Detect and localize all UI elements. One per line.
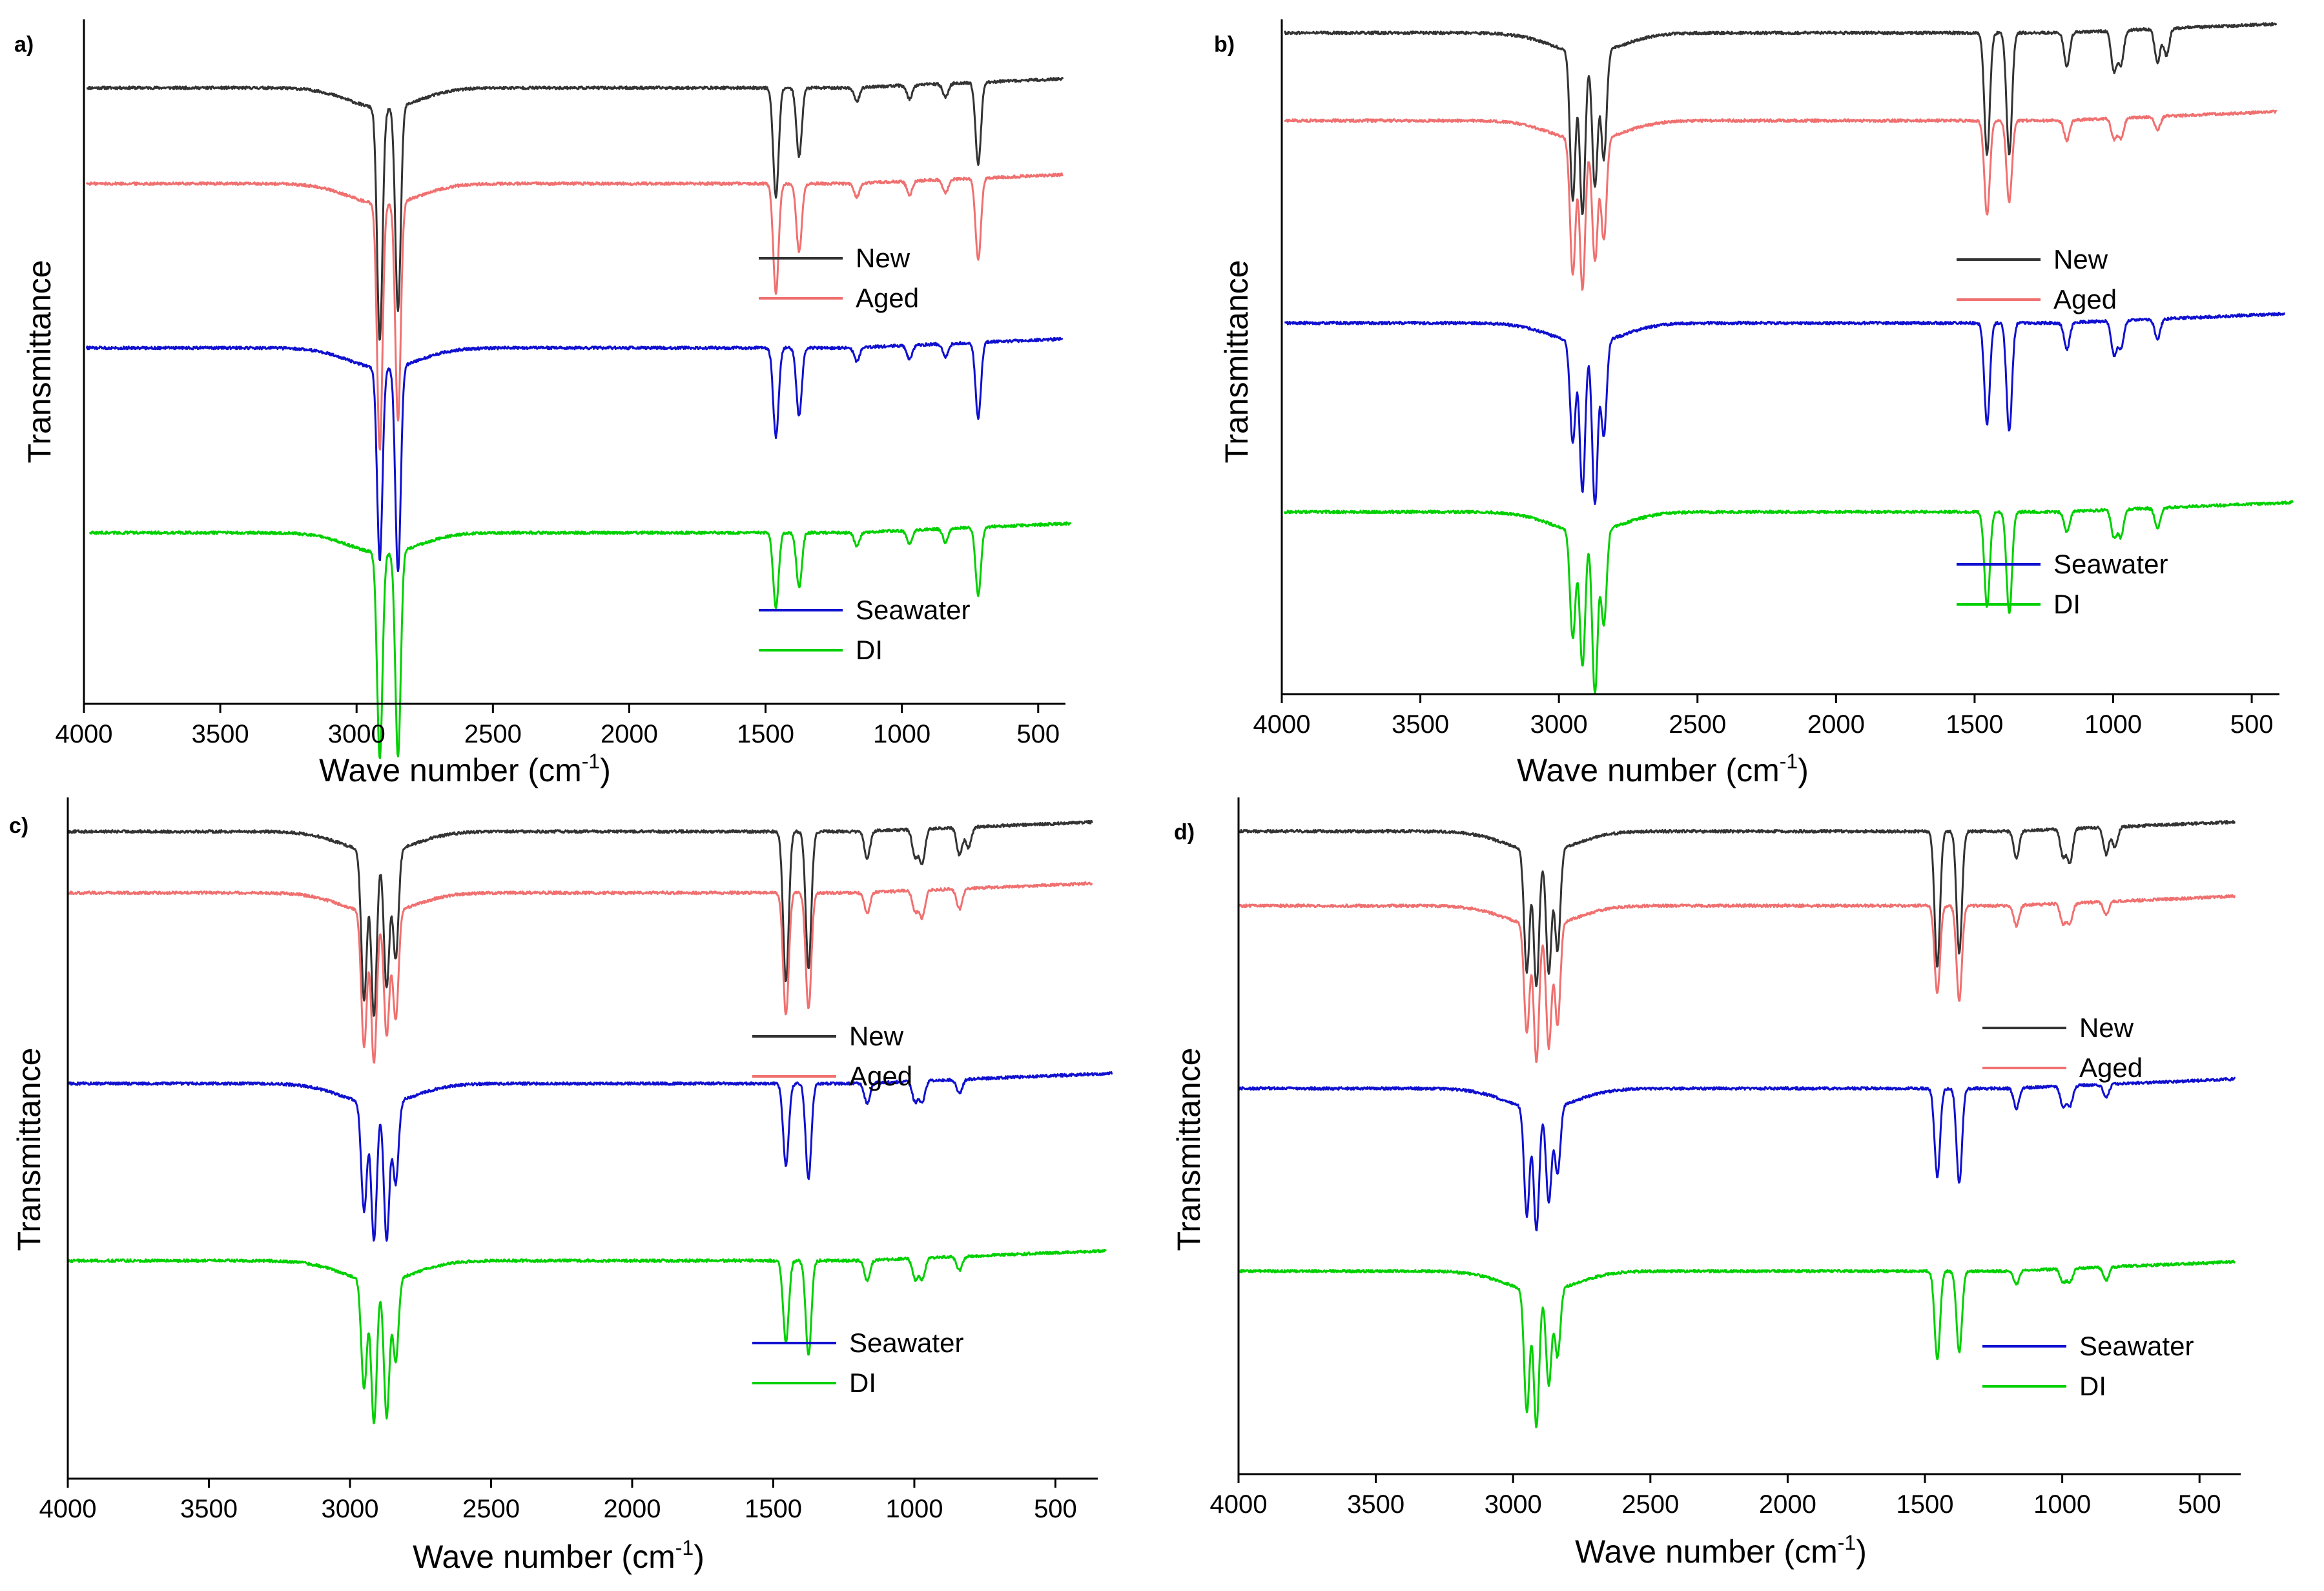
panel-label: d) <box>1174 820 1195 845</box>
x-tick-label: 3500 <box>1392 710 1449 739</box>
y-axis-title: Transmittance <box>1219 260 1255 464</box>
legend-label-new: New <box>856 243 910 273</box>
x-tick-label: 1000 <box>873 720 931 748</box>
plot-area <box>1237 819 2236 1429</box>
series-line-seawater <box>67 1071 1113 1242</box>
x-tick-label: 500 <box>1016 720 1060 748</box>
x-tick-label: 3000 <box>321 1495 378 1523</box>
x-tick-label: 3000 <box>1485 1490 1542 1519</box>
legend: New Aged Seawater DI <box>759 243 970 665</box>
x-tick-label: 1500 <box>1946 710 2003 739</box>
legend-label-di: DI <box>2079 1371 2106 1401</box>
panel-label: c) <box>9 814 28 838</box>
legend: New Aged Seawater DI <box>752 1021 963 1398</box>
series-line-seawater <box>85 336 1064 573</box>
plot-area <box>85 76 1072 759</box>
x-tick-label: 1000 <box>885 1495 943 1523</box>
x-tick-label: 1500 <box>737 720 794 748</box>
series-line-aged <box>67 881 1093 1064</box>
x-ticks: 4000 3500 3000 2500 2000 1500 1000 500 <box>1253 694 2274 739</box>
x-tick-label: 2000 <box>1807 710 1865 739</box>
series-line-di <box>88 521 1072 759</box>
x-tick-label: 2500 <box>1669 710 1726 739</box>
x-axis-title: Wave number (cm-1) <box>1517 750 1809 788</box>
legend-label-seawater: Seawater <box>849 1328 963 1358</box>
x-tick-label: 4000 <box>1210 1490 1268 1519</box>
x-tick-label: 3500 <box>180 1495 238 1523</box>
x-axis-title: Wave number (cm-1) <box>1575 1531 1867 1570</box>
legend-label-di: DI <box>856 635 883 665</box>
x-ticks: 4000 3500 3000 2500 2000 1500 1000 500 <box>1210 1474 2221 1519</box>
y-axis-title: Transmittance <box>11 1048 47 1251</box>
legend-label-new: New <box>2053 244 2108 274</box>
series-line-seawater <box>1237 1076 2236 1231</box>
x-tick-label: 4000 <box>56 720 113 748</box>
x-tick-label: 2000 <box>601 720 658 748</box>
panel-label: b) <box>1214 32 1235 57</box>
x-ticks: 4000 3500 3000 2500 2000 1500 1000 500 <box>56 704 1060 748</box>
x-tick-label: 2500 <box>1621 1490 1679 1519</box>
legend: New Aged Seawater DI <box>1957 244 2168 619</box>
panel-a: a) 4000 3500 3000 2500 2000 1500 1000 500 Wave … <box>14 19 1072 788</box>
series-line-seawater <box>1284 311 2286 506</box>
panel-c: c) 4000 3500 3000 2500 2000 1500 1000 500 Wave … <box>9 797 1113 1575</box>
legend-label-di: DI <box>2053 589 2081 619</box>
plot-area <box>1283 22 2294 694</box>
legend-label-aged: Aged <box>2053 284 2117 314</box>
series-line-di <box>67 1249 1107 1424</box>
legend-label-new: New <box>2079 1012 2134 1043</box>
x-tick-label: 1500 <box>745 1495 802 1523</box>
x-tick-label: 2000 <box>603 1495 661 1523</box>
legend-label-seawater: Seawater <box>2053 549 2168 579</box>
x-tick-label: 500 <box>2230 710 2274 739</box>
legend-label-seawater: Seawater <box>2079 1331 2194 1361</box>
x-tick-label: 1000 <box>2033 1490 2091 1519</box>
legend-label-di: DI <box>849 1368 876 1398</box>
x-tick-label: 3000 <box>328 720 386 748</box>
x-tick-label: 3000 <box>1530 710 1588 739</box>
series-line-aged <box>1237 894 2236 1063</box>
plot-area <box>67 819 1113 1424</box>
legend: New Aged Seawater DI <box>1982 1012 2194 1401</box>
series-line-aged <box>85 172 1064 451</box>
legend-label-aged: Aged <box>849 1061 912 1091</box>
x-tick-label: 500 <box>2178 1490 2221 1519</box>
y-axis-title: Transmittance <box>1171 1048 1207 1251</box>
panel-d: d) 4000 3500 3000 2500 2000 1500 1000 500 Wave … <box>1171 797 2241 1570</box>
series-line-new <box>1238 819 2236 987</box>
x-ticks: 4000 3500 3000 2500 2000 1500 1000 500 <box>39 1479 1077 1523</box>
x-tick-label: 4000 <box>39 1495 97 1523</box>
legend-label-aged: Aged <box>856 283 919 313</box>
x-tick-label: 4000 <box>1253 710 1311 739</box>
series-line-new <box>67 819 1093 1017</box>
series-line-new <box>1284 22 2278 215</box>
series-line-new <box>86 76 1064 341</box>
series-line-di <box>1283 500 2294 694</box>
legend-label-aged: Aged <box>2079 1052 2143 1083</box>
panel-b: b) 4000 3500 3000 2500 2000 1500 1000 500 Wave … <box>1214 19 2294 788</box>
x-tick-label: 3500 <box>1347 1490 1404 1519</box>
series-line-di <box>1238 1259 2236 1429</box>
x-tick-label: 500 <box>1034 1495 1077 1523</box>
series-line-aged <box>1284 109 2278 291</box>
legend-label-new: New <box>849 1021 904 1051</box>
x-tick-label: 1000 <box>2084 710 2142 739</box>
x-tick-label: 2000 <box>1759 1490 1816 1519</box>
x-tick-label: 2500 <box>462 1495 520 1523</box>
x-axis-title: Wave number (cm-1) <box>413 1536 704 1575</box>
x-tick-label: 1500 <box>1897 1490 1954 1519</box>
legend-label-seawater: Seawater <box>856 595 970 625</box>
x-axis-title: Wave number (cm-1) <box>319 750 611 788</box>
x-tick-label: 3500 <box>192 720 249 748</box>
x-tick-label: 2500 <box>464 720 522 748</box>
y-axis-title: Transmittance <box>21 260 57 464</box>
panel-label: a) <box>14 32 34 57</box>
